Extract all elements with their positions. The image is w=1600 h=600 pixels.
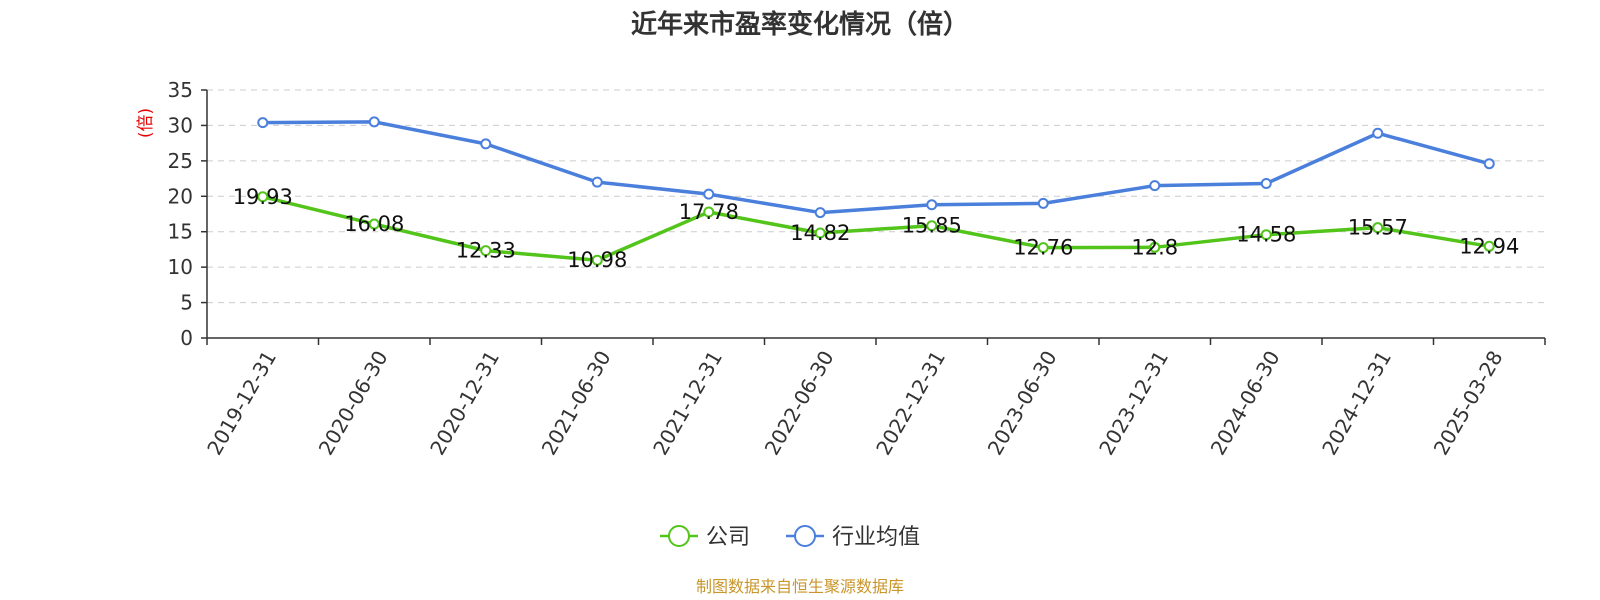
- data-point: [703, 188, 715, 200]
- series-line-1: [262, 120, 1490, 215]
- data-point: [1037, 197, 1049, 209]
- x-tick-label: 2021-12-31: [648, 347, 727, 460]
- data-point: [368, 218, 380, 230]
- x-tick-label: 2019-12-31: [202, 347, 281, 460]
- grid-lines: [207, 89, 1545, 304]
- data-label: 19.93: [233, 185, 293, 209]
- data-label: 16.08: [344, 212, 404, 236]
- x-tick-label: 2025-03-28: [1429, 347, 1508, 460]
- legend-swatch-marker: [668, 525, 690, 547]
- y-tick-label: 10: [168, 255, 193, 279]
- data-point: [257, 191, 269, 203]
- data-labels: 19.93 16.08 12.33 10.98 17.78 14.82 15.85 12.76…: [233, 185, 1520, 272]
- data-label: 10.98: [567, 248, 627, 272]
- data-label: 14.58: [1236, 223, 1296, 247]
- data-point: [591, 176, 603, 188]
- data-point: [480, 245, 492, 257]
- y-tick-label: 0: [180, 326, 193, 350]
- data-point: [1149, 180, 1161, 192]
- data-point: [814, 207, 826, 219]
- y-tick-label: 20: [168, 184, 193, 208]
- x-tick-label: 2022-12-31: [871, 347, 950, 460]
- data-point: [591, 254, 603, 266]
- data-point: [1149, 241, 1161, 253]
- data-label: 15.57: [1348, 216, 1408, 240]
- data-point: [257, 117, 269, 129]
- data-point: [1260, 178, 1272, 190]
- x-tick-label: 2023-12-31: [1094, 347, 1173, 460]
- data-point: [814, 227, 826, 239]
- y-tick-label: 30: [168, 113, 193, 137]
- x-tick-label: 2023-06-30: [983, 347, 1062, 460]
- data-label: 12.76: [1013, 236, 1073, 260]
- legend-swatch-marker: [794, 525, 816, 547]
- data-label: 14.82: [790, 221, 850, 245]
- y-tick-label: 25: [168, 149, 193, 173]
- legend-label: 行业均值: [832, 525, 920, 550]
- data-point: [1260, 229, 1272, 241]
- data-point: [1372, 222, 1384, 234]
- legend: 公司 行业均值: [660, 525, 920, 550]
- data-point: [703, 206, 715, 218]
- series-layer: [257, 116, 1495, 266]
- data-label: 15.85: [902, 214, 962, 238]
- data-label: 12.94: [1459, 234, 1519, 258]
- data-point: [480, 138, 492, 150]
- x-tick-label: 2022-06-30: [760, 347, 839, 460]
- chart-title: 近年来市盈率变化情况（倍）: [631, 9, 969, 40]
- x-tick-label: 2020-12-31: [425, 347, 504, 460]
- y-tick-label: 15: [168, 220, 193, 244]
- y-tick-label: 5: [180, 291, 193, 315]
- source-note: 制图数据来自恒生聚源数据库: [696, 577, 904, 596]
- legend-label: 公司: [706, 525, 750, 550]
- data-point: [368, 116, 380, 128]
- data-label: 17.78: [679, 200, 739, 224]
- x-tick-label: 2024-12-31: [1317, 347, 1396, 460]
- x-tick-label: 2020-06-30: [314, 347, 393, 460]
- series-line-0: [262, 195, 1490, 262]
- y-tick-label: 35: [168, 78, 193, 102]
- y-axis-label: (倍): [136, 108, 156, 138]
- data-point: [1483, 158, 1495, 170]
- data-point: [1483, 240, 1495, 252]
- data-point: [1372, 127, 1384, 139]
- data-label: 12.8: [1131, 235, 1178, 259]
- data-label: 12.33: [456, 239, 516, 263]
- x-tick-label: 2024-06-30: [1206, 347, 1285, 460]
- axes: 0 5 10 15 20 25 30 35 2019-12-31 2020-06-30 2020-1…: [168, 78, 1546, 460]
- data-point: [1037, 242, 1049, 254]
- data-point: [926, 199, 938, 211]
- data-point: [926, 220, 938, 232]
- x-tick-label: 2021-06-30: [537, 347, 616, 460]
